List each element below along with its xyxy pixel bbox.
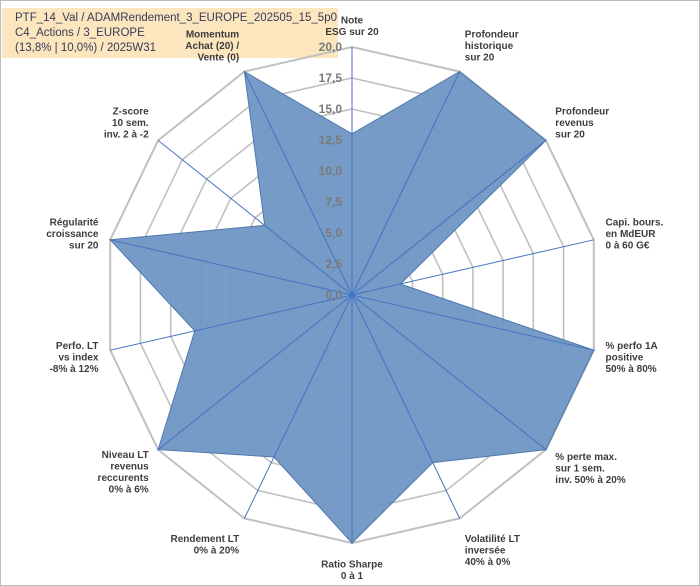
axis-labels: Note ESG sur 20 Profondeur historique sur 20… bbox=[46, 16, 663, 583]
axis-label: Régularité croissance sur 20 bbox=[46, 218, 99, 252]
axis-spoke bbox=[243, 294, 353, 519]
axis-label: Profondeur historique sur 20 bbox=[465, 30, 519, 64]
tick-label: 7,5 bbox=[325, 195, 342, 209]
portfolio-info-box: PTF_14_Val / ADAMRendement_3_EUROPE_2025… bbox=[2, 8, 338, 58]
axis-label: % perfo 1A positive 50% à 80% bbox=[606, 341, 658, 375]
tick-label: 20,0 bbox=[319, 40, 343, 54]
tick-label: 10,0 bbox=[319, 164, 343, 178]
axis-spoke bbox=[157, 140, 353, 296]
axis-spoke bbox=[351, 294, 461, 519]
radar-axes bbox=[110, 47, 594, 543]
axis-label: Momentum Achat (20) / Vente (0) bbox=[185, 30, 239, 64]
axis-label: Note ESG sur 20 bbox=[325, 16, 379, 39]
axis-spoke bbox=[243, 71, 353, 296]
radial-tick-labels: 0,0 2,5 5,0 7,5 10,0 12,5 15,0 17,5 20,0 bbox=[319, 40, 343, 302]
axis-spoke bbox=[110, 239, 353, 296]
axis-label: Rendement LT 0% à 20% bbox=[170, 534, 239, 557]
axis-label: % perte max. sur 1 sem. inv. 50% à 20% bbox=[555, 452, 626, 486]
axis-label: Capi. bours. en MdEUR 0 à 60 G€ bbox=[606, 218, 664, 252]
axis-spoke bbox=[351, 294, 594, 351]
axis-spoke bbox=[351, 294, 547, 450]
tick-label: 0,0 bbox=[325, 288, 342, 302]
axis-label: Volatilité LT inversée 40% à 0% bbox=[465, 534, 520, 568]
tick-label: 15,0 bbox=[319, 102, 343, 116]
tick-label: 2,5 bbox=[325, 257, 342, 271]
tick-label: 12,5 bbox=[319, 133, 343, 147]
axis-spoke bbox=[351, 140, 547, 296]
tick-label: 17,5 bbox=[319, 71, 343, 85]
portfolio-name: PTF_14_Val / ADAMRendement_3_EUROPE_2025… bbox=[15, 12, 337, 24]
axis-spoke bbox=[351, 71, 461, 296]
perf-week: (13,8% | 10,0%) / 2025W31 bbox=[15, 42, 157, 54]
axis-label: Perfo. LT vs index -8% à 12% bbox=[50, 341, 99, 375]
asset-class: C4_Actions / 3_EUROPE bbox=[15, 27, 145, 39]
tick-label: 5,0 bbox=[325, 226, 342, 240]
axis-label: Niveau LT revenus reccurents 0% à 6% bbox=[98, 450, 150, 496]
axis-label: Profondeur revenus sur 20 bbox=[555, 106, 609, 140]
axis-spoke bbox=[157, 294, 353, 450]
axis-label: Ratio Sharpe 0 à 1 bbox=[321, 560, 383, 583]
axis-spoke bbox=[110, 294, 353, 351]
axis-spoke bbox=[351, 239, 594, 296]
axis-label: Z-score 10 sem. inv. 2 à -2 bbox=[104, 106, 149, 140]
